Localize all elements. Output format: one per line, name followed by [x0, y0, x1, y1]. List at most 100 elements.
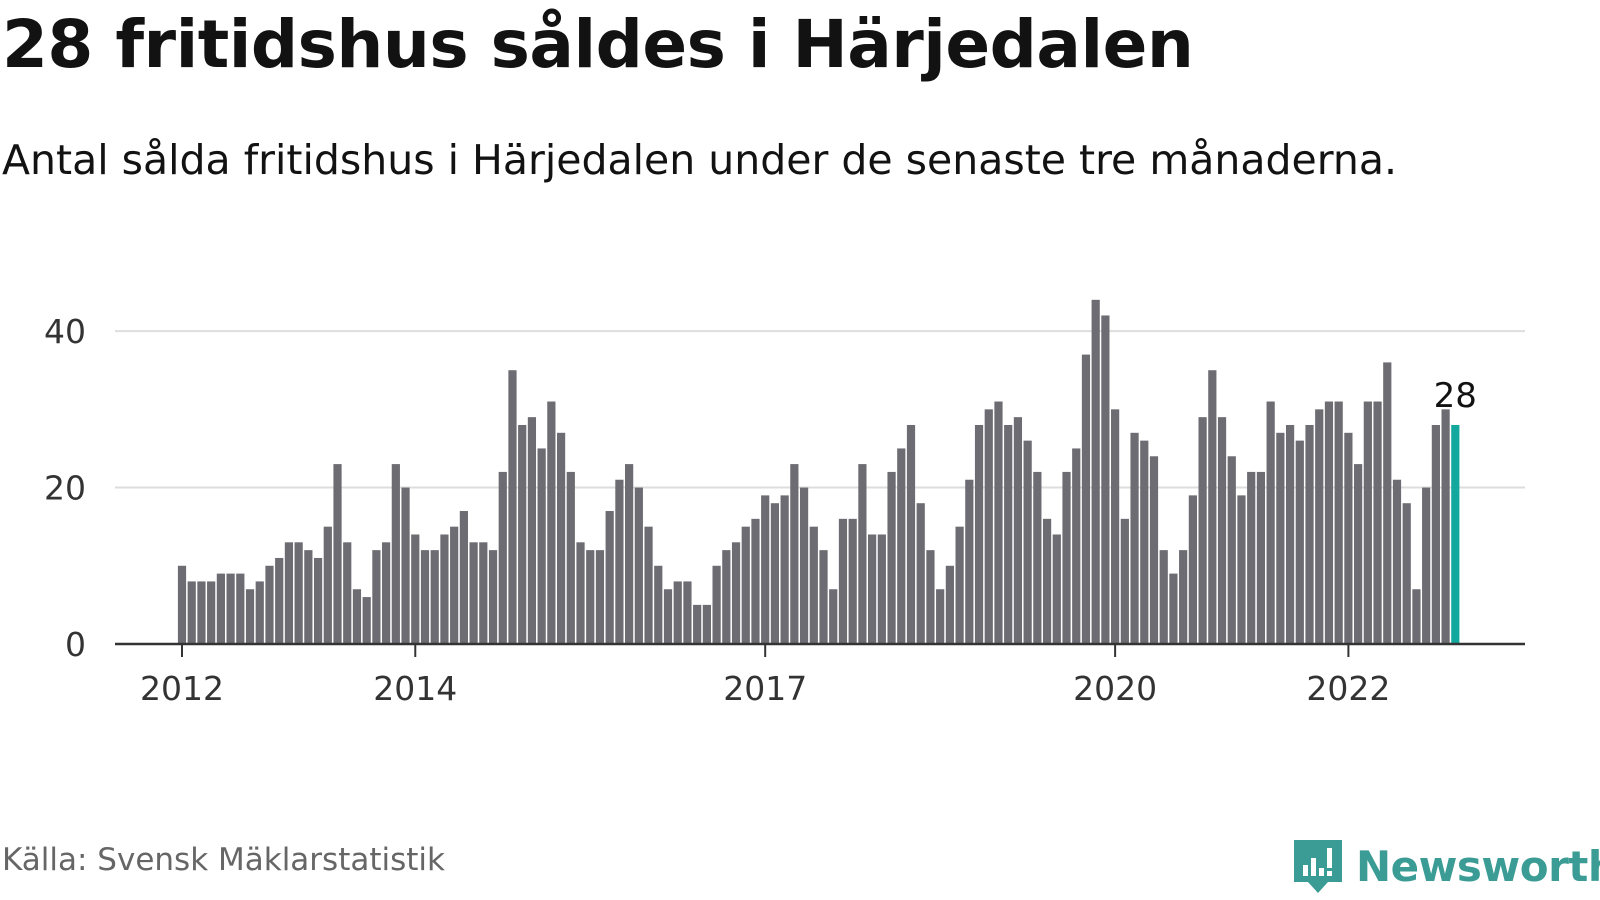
bar	[216, 573, 225, 644]
x-tick-label: 2017	[723, 669, 807, 708]
bar	[625, 464, 634, 644]
bar	[508, 370, 517, 644]
bar	[440, 534, 449, 644]
bar	[245, 589, 255, 644]
bar	[1431, 424, 1440, 644]
bar	[1004, 424, 1013, 644]
bar	[566, 471, 575, 644]
bar	[177, 565, 187, 644]
bar	[1344, 432, 1353, 644]
bar	[1276, 432, 1285, 644]
bar-highlight	[1451, 424, 1460, 644]
bar	[1383, 362, 1392, 644]
bar	[527, 417, 537, 644]
bar	[420, 550, 430, 644]
bar	[1256, 471, 1266, 644]
bar	[906, 424, 916, 644]
x-tick-label: 2014	[373, 669, 457, 708]
bar	[1247, 471, 1256, 644]
annotations: 28	[1434, 376, 1477, 416]
bar	[654, 565, 663, 644]
bar	[1198, 417, 1207, 644]
bar	[343, 542, 352, 644]
bar	[751, 518, 760, 644]
bar	[809, 526, 818, 644]
bar	[207, 581, 216, 644]
bar	[1266, 401, 1275, 644]
bar	[362, 597, 371, 644]
bar	[372, 550, 381, 644]
bar	[868, 534, 877, 644]
bar	[586, 550, 595, 644]
bar	[1324, 401, 1334, 644]
bar	[323, 526, 332, 644]
bar	[304, 550, 313, 644]
bar	[401, 487, 410, 644]
bar	[1208, 370, 1217, 644]
bar	[1013, 417, 1023, 644]
bar	[1130, 432, 1139, 644]
bar	[1354, 464, 1363, 644]
bar	[265, 565, 274, 644]
bar	[1315, 409, 1324, 644]
bar	[644, 526, 653, 644]
bar	[1402, 503, 1411, 644]
bar	[693, 604, 702, 644]
bar	[994, 401, 1003, 644]
bar	[1052, 534, 1061, 644]
bar	[187, 581, 196, 644]
brand-logo[interactable]: Newsworthy	[1292, 838, 1600, 894]
bar	[916, 503, 925, 644]
bar	[1033, 471, 1042, 644]
bar	[673, 581, 682, 644]
bar	[450, 526, 459, 644]
bar	[1062, 471, 1071, 644]
bar	[877, 534, 886, 644]
bar	[1237, 495, 1246, 644]
bar	[1188, 495, 1197, 644]
bar	[770, 503, 780, 644]
bar	[430, 550, 439, 644]
bar	[1081, 354, 1091, 644]
bar	[1441, 409, 1450, 644]
y-tick-label: 20	[44, 469, 86, 508]
bar	[702, 604, 711, 644]
bar	[197, 581, 206, 644]
bar	[459, 511, 468, 644]
bar	[819, 550, 828, 644]
bar	[294, 542, 303, 644]
bar	[761, 495, 770, 644]
bar	[790, 464, 799, 644]
bar	[537, 448, 546, 644]
bar	[1159, 550, 1168, 644]
bar	[352, 589, 362, 644]
bar	[974, 424, 984, 644]
bar	[683, 581, 692, 644]
last-value-label: 28	[1434, 376, 1477, 416]
bar	[1149, 456, 1159, 644]
bar	[595, 550, 605, 644]
bar	[838, 518, 848, 644]
bar	[391, 464, 400, 644]
bar	[313, 557, 323, 644]
bar	[1072, 448, 1081, 644]
bar	[984, 409, 993, 644]
y-tick-label: 0	[65, 625, 86, 664]
bar	[469, 542, 478, 644]
bar	[275, 557, 284, 644]
x-tick-label: 2020	[1073, 669, 1157, 708]
bar	[1334, 401, 1343, 644]
bar	[1169, 573, 1178, 644]
x-tick-label: 2012	[140, 669, 224, 708]
y-tick-label: 40	[44, 312, 86, 351]
bar	[712, 565, 721, 644]
bar	[547, 401, 556, 644]
bar	[1111, 409, 1120, 644]
bar	[1305, 424, 1314, 644]
bar	[382, 542, 391, 644]
bar	[965, 479, 974, 644]
source-note: Källa: Svensk Mäklarstatistik	[2, 842, 445, 878]
bar	[556, 432, 566, 644]
bar	[576, 542, 585, 644]
